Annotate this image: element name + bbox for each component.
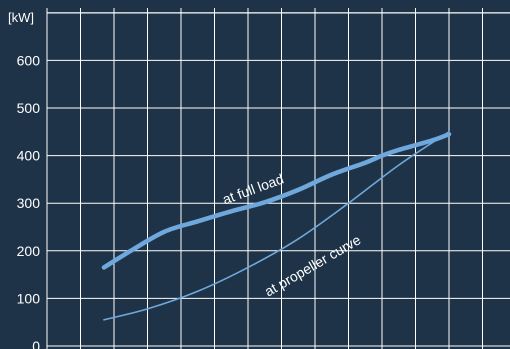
series-line-at-propeller-curve	[103, 131, 450, 321]
grid	[46, 8, 510, 349]
y-tick-label: 100	[17, 290, 41, 306]
series-lines	[101, 131, 452, 321]
y-tick-label: 400	[17, 148, 41, 164]
y-tick-label: 0	[32, 338, 40, 349]
y-axis-ticks: 0 100 200 300 400 500 600	[17, 52, 41, 349]
y-axis-unit-label: [kW]	[8, 10, 34, 25]
series-line-at-full-load	[101, 131, 452, 270]
y-tick-label: 600	[17, 52, 41, 68]
y-tick-label: 500	[17, 100, 41, 116]
y-tick-label: 200	[17, 243, 41, 259]
y-tick-label: 300	[17, 195, 41, 211]
